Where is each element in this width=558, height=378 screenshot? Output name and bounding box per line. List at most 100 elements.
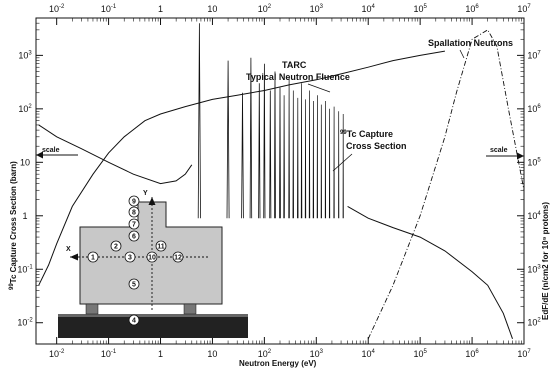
x-tick-bottom-label-9-exponent: 7 (527, 349, 531, 355)
y-tick-right-label-0-exponent: 2 (537, 318, 541, 324)
x-tick-bottom-label-5-mantissa: 10 (310, 349, 320, 359)
annotation-scale-left: scale (42, 147, 60, 154)
annotation-capture-pointer (332, 153, 353, 172)
x-tick-top-label-3-mantissa: 10 (207, 4, 217, 14)
resonance-peak-10 (288, 76, 290, 219)
y-tick-left-label-5-mantissa: 10 (18, 50, 28, 60)
inset-position-label-11: 11 (157, 244, 165, 251)
y-tick-right-label-3: 105 (527, 157, 541, 167)
x-tick-top-label-1: 10-1 (101, 4, 117, 14)
x-tick-top-label-7-exponent: 5 (423, 4, 427, 10)
inset-support-left (85, 303, 99, 315)
x-tick-bottom-label-3-mantissa: 10 (207, 349, 217, 359)
resonance-peak-12 (297, 97, 299, 219)
x-tick-top-label-4: 102 (258, 4, 272, 14)
y-axis-title-right: EdF/dE (n/cm2 for 10⁹ protons) (541, 202, 550, 320)
y-tick-left-label-4-exponent: 2 (28, 104, 32, 110)
inset-position-circle-6 (128, 230, 140, 242)
x-tick-top-label-2: 1 (158, 4, 163, 14)
x-tick-bottom-label-4-exponent: 2 (268, 349, 272, 355)
x-tick-bottom-label-7-mantissa: 10 (413, 349, 423, 359)
x-tick-bottom-label-8-exponent: 6 (475, 349, 479, 355)
annotations: TARC Typical Neutron Fluence 99Tc Captur… (36, 38, 524, 172)
inset-position-label-4: 4 (132, 318, 136, 325)
x-tick-top-label-8-mantissa: 10 (465, 4, 475, 14)
inset-position-circle-2 (110, 240, 122, 252)
x-tick-bottom-label-1-exponent: -1 (111, 349, 117, 355)
inset-position-label-10: 10 (148, 255, 156, 262)
inset-position-circle-9 (128, 195, 140, 207)
inset-position-label-2: 2 (114, 244, 118, 251)
y-tick-right-label-2-exponent: 4 (537, 211, 541, 217)
annotation-capture-prefix: 99 (340, 130, 347, 136)
x-tick-top-label-5-exponent: 3 (320, 4, 324, 10)
x-tick-top-label-7-mantissa: 10 (413, 4, 423, 14)
y-tick-right-label-5-mantissa: 10 (527, 50, 537, 60)
y-tick-left-label-0-exponent: -2 (27, 318, 33, 324)
y-tick-left-label-1-mantissa: 10 (17, 264, 27, 274)
resonance-peak-3 (249, 57, 253, 219)
x-tick-bottom-label-3: 10 (207, 349, 217, 359)
resonance-peak-20 (328, 108, 331, 219)
inset-position-circle-10 (146, 251, 158, 263)
y-tick-left-label-3-mantissa: 10 (20, 157, 30, 167)
inset-position-circle-11 (155, 240, 167, 252)
series-line-1 (38, 124, 193, 185)
x-tick-top-label-6-mantissa: 10 (362, 4, 372, 14)
y-tick-right-label-3-mantissa: 10 (527, 157, 537, 167)
inset-position-label-12: 12 (174, 255, 182, 262)
y-axis-title-left-prefix: 99 (9, 283, 15, 290)
inset-position-label-8: 8 (132, 210, 136, 217)
x-tick-top-label-5: 103 (310, 4, 324, 14)
resonance-peak-9 (283, 95, 285, 219)
y-tick-left-label-0-mantissa: 10 (17, 318, 27, 328)
inset-position-circle-1 (87, 251, 99, 263)
x-tick-bottom-label-2-mantissa: 1 (158, 349, 163, 359)
x-tick-top-label-5-mantissa: 10 (310, 4, 320, 14)
y-tick-left-label-0: 10-2 (17, 318, 33, 328)
x-tick-top-label-2-mantissa: 1 (158, 4, 163, 14)
inset-position-circle-5 (128, 278, 140, 290)
y-tick-left-label-4: 102 (18, 104, 32, 114)
annotation-spallation-pointer (459, 49, 465, 59)
scale-left-arrowhead (36, 151, 43, 159)
inset-y-arrow (148, 197, 156, 205)
y-tick-left-label-2: 1 (22, 211, 27, 221)
x-tick-top-label-6-exponent: 4 (372, 4, 376, 10)
resonance-peak-14 (304, 99, 307, 219)
resonance-peak-1 (226, 60, 230, 219)
y-tick-right-label-4-exponent: 6 (537, 104, 541, 110)
annotation-capture-line1: 99Tc Capture (340, 129, 393, 139)
inset-position-circle-3 (124, 251, 136, 263)
inset-position-label-7: 7 (132, 222, 136, 229)
x-tick-top-label-1-exponent: -1 (111, 4, 117, 10)
x-tick-bottom-label-4-mantissa: 10 (258, 349, 268, 359)
x-tick-bottom-label-2: 1 (158, 349, 163, 359)
inset-position-circle-8 (128, 206, 140, 218)
inset-position-label-9: 9 (132, 199, 136, 206)
annotation-spallation: Spallation Neutrons (428, 38, 513, 48)
resonance-peak-11 (292, 90, 294, 219)
annotation-tarc-line1: TARC (282, 60, 307, 70)
x-tick-top-label-3: 10 (207, 4, 217, 14)
resonance-peak-2 (241, 92, 244, 219)
y-tick-right-label-0-mantissa: 10 (527, 318, 537, 328)
resonance-peak-18 (320, 104, 322, 219)
x-tick-bottom-label-0-exponent: -2 (59, 349, 65, 355)
inset-position-label-5: 5 (132, 282, 136, 289)
y-tick-right-label-2-mantissa: 10 (527, 211, 537, 221)
x-tick-bottom-label-6: 104 (362, 349, 376, 359)
x-tick-top-label-0: 10-2 (49, 4, 65, 14)
y-tick-left-label-2-mantissa: 1 (22, 211, 27, 221)
annotation-tarc-pointer (307, 83, 331, 93)
resonance-peak-16 (312, 100, 315, 219)
x-tick-top-label-9: 107 (517, 4, 531, 14)
resonance-peak-17 (316, 95, 318, 219)
resonance-peak-4 (258, 83, 261, 219)
resonance-peak-5 (263, 63, 266, 219)
x-tick-top-label-9-exponent: 7 (527, 4, 531, 10)
x-tick-bottom-label-9: 107 (517, 349, 531, 359)
inset-position-label-3: 3 (128, 255, 132, 262)
y-axis-title-left-main: Tc Capture Cross Section (barn) (9, 161, 18, 283)
